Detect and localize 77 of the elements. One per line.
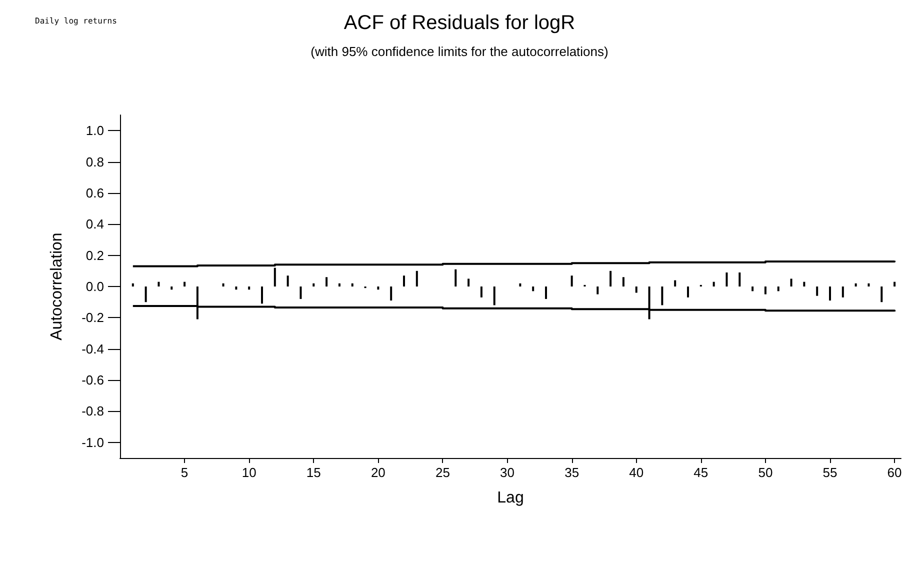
x-tick-label: 20 <box>370 465 386 480</box>
bar <box>712 282 715 286</box>
bar <box>687 286 689 298</box>
bar <box>519 283 522 286</box>
bar <box>829 286 831 301</box>
y-tick-label: 0.8 <box>86 154 104 170</box>
bar <box>403 276 405 286</box>
bar <box>390 286 392 301</box>
bar <box>286 276 289 286</box>
bar <box>158 282 160 286</box>
bar <box>868 283 870 286</box>
y-tick-label: -0.8 <box>82 404 104 419</box>
bar <box>480 286 482 298</box>
bar <box>468 278 470 286</box>
y-tick-label: 0.4 <box>86 216 104 232</box>
bar <box>610 270 612 286</box>
y-tick-label: 1.0 <box>86 123 104 138</box>
bar <box>545 286 547 299</box>
bar <box>596 286 599 294</box>
y-tick-label: -0.6 <box>82 372 104 388</box>
bar <box>170 286 173 290</box>
chart-subtitle: (with 95% confidence limits for the autocorrelations) <box>310 44 608 59</box>
y-tick-label: -1.0 <box>82 434 104 450</box>
x-tick-label: 30 <box>500 465 515 480</box>
y-tick-label: 0.0 <box>86 279 104 294</box>
bar <box>764 286 766 294</box>
x-tick-label: 35 <box>564 465 580 480</box>
bar <box>144 286 147 302</box>
bar <box>493 286 496 306</box>
bar <box>661 286 664 306</box>
bar <box>377 286 380 290</box>
bar <box>416 270 418 286</box>
bar <box>752 286 754 292</box>
x-tick-label: 5 <box>180 465 188 480</box>
x-tick-label: 10 <box>242 465 256 480</box>
bar <box>222 283 224 286</box>
bar <box>132 283 134 286</box>
x-tick-label: 45 <box>694 465 708 480</box>
bar <box>726 272 728 286</box>
text: Daily log returns <box>35 16 118 26</box>
y-tick-label: 0.6 <box>86 185 104 200</box>
bar <box>880 286 883 302</box>
bar <box>816 286 818 296</box>
x-tick-label: 25 <box>435 465 450 480</box>
x-tick-label: 15 <box>306 465 321 480</box>
bar <box>300 286 302 299</box>
bar <box>248 286 250 290</box>
bar <box>338 283 340 286</box>
y-tick-label: 0.2 <box>86 248 104 263</box>
x-tick-label: 60 <box>887 465 902 480</box>
bar <box>570 276 573 286</box>
bar <box>803 282 806 286</box>
bar <box>184 282 186 286</box>
x-tick-label: 40 <box>629 465 644 480</box>
y-tick-label: -0.2 <box>82 310 104 326</box>
x-tick-label: 50 <box>758 465 773 480</box>
bar <box>842 286 844 298</box>
bar <box>351 283 354 286</box>
bar <box>326 277 328 286</box>
bar <box>261 286 263 304</box>
bar <box>790 278 792 286</box>
bar <box>235 286 238 290</box>
x-tick-label: 55 <box>822 465 838 480</box>
bar <box>454 269 457 286</box>
bar <box>674 280 676 286</box>
bar <box>738 272 741 286</box>
x-axis-title: Lag <box>497 490 524 506</box>
bar <box>622 277 624 286</box>
bar <box>312 283 315 286</box>
y-axis-title: Autocorrelation <box>48 232 66 340</box>
bar <box>894 282 896 286</box>
bar <box>777 286 780 292</box>
chart-title: ACF of Residuals for logR <box>344 12 576 34</box>
bar <box>635 286 638 293</box>
bar <box>854 283 857 286</box>
bar <box>532 286 534 292</box>
y-tick-label: -0.4 <box>82 341 104 356</box>
